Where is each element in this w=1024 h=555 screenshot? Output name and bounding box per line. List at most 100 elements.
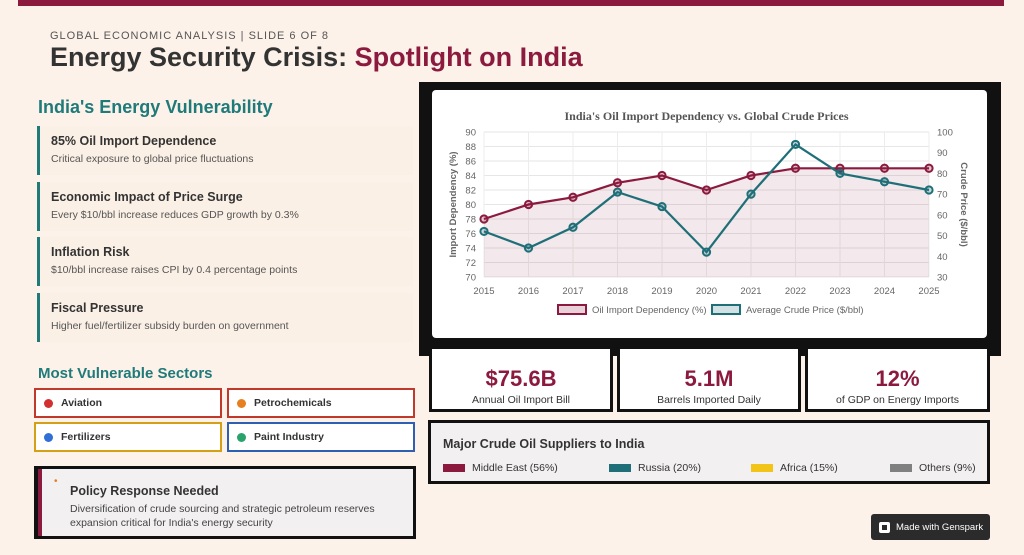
supplier-swatch xyxy=(609,464,631,472)
supplier-russia: Russia (20%) xyxy=(609,462,701,474)
y2-tick-label: 40 xyxy=(937,252,948,263)
policy-accent-stripe xyxy=(38,469,42,536)
data-point xyxy=(879,177,890,187)
y2-tick-label: 50 xyxy=(937,231,948,242)
slide-subtitle: GLOBAL ECONOMIC ANALYSIS | SLIDE 6 OF 8 xyxy=(50,30,330,42)
x-tick-label: 2016 xyxy=(518,286,539,297)
data-point xyxy=(523,199,534,210)
card-desc: Every $10/bbl increase reduces GDP growt… xyxy=(51,209,299,221)
suppliers-panel: Major Crude Oil Suppliers to India Middl… xyxy=(428,420,990,484)
stat-card-barrels: 5.1M Barrels Imported Daily xyxy=(617,346,801,412)
y-tick-label: 90 xyxy=(465,128,476,139)
policy-desc: Diversification of crude sourcing and st… xyxy=(70,503,375,529)
x-tick-label: 2019 xyxy=(651,286,672,297)
genspark-logo-icon xyxy=(879,521,890,533)
vulnerability-card: 85% Oil Import Dependence Critical expos… xyxy=(37,126,413,175)
data-point xyxy=(568,192,578,202)
title-main: Energy Security Crisis: xyxy=(50,42,355,72)
sector-aviation: Aviation xyxy=(34,388,222,418)
y2-tick-label: 100 xyxy=(937,128,953,139)
x-tick-label: 2022 xyxy=(785,286,806,297)
x-tick-label: 2021 xyxy=(740,286,761,297)
card-title: Inflation Risk xyxy=(51,245,130,259)
data-point xyxy=(701,185,712,195)
y2-tick-label: 70 xyxy=(937,190,948,201)
supplier-africa: Africa (15%) xyxy=(751,462,838,474)
y-tick-label: 88 xyxy=(465,142,476,153)
vulnerability-card: Economic Impact of Price Surge Every $10… xyxy=(37,182,413,231)
data-point xyxy=(790,139,801,150)
dual-axis-line-chart: India's Oil Import Dependency vs. Global… xyxy=(448,109,969,316)
chart-card: India's Oil Import Dependency vs. Global… xyxy=(432,90,987,338)
series-line xyxy=(483,167,929,221)
y-tick-label: 76 xyxy=(465,229,476,240)
supplier-others: Others (9%) xyxy=(890,462,976,474)
data-point xyxy=(612,187,623,197)
sector-dot xyxy=(44,398,53,408)
data-point xyxy=(835,168,845,179)
sectors-heading: Most Vulnerable Sectors xyxy=(38,365,213,382)
y2-tick-label: 30 xyxy=(937,273,948,284)
series-area-fill xyxy=(484,168,929,277)
y2-tick-label: 90 xyxy=(937,148,948,159)
supplier-swatch xyxy=(751,464,773,472)
x-tick-label: 2017 xyxy=(562,286,583,297)
stat-card-gdp-share: 12% of GDP on Energy Imports xyxy=(805,346,990,412)
x-tick-label: 2015 xyxy=(473,286,494,297)
x-tick-label: 2020 xyxy=(696,286,717,297)
stat-label: of GDP on Energy Imports xyxy=(836,394,959,406)
y-tick-label: 72 xyxy=(465,258,476,269)
sector-petrochemicals: Petrochemicals xyxy=(227,388,415,418)
sector-label: Fertilizers xyxy=(61,431,111,443)
legend-swatch xyxy=(711,304,741,315)
card-desc: Higher fuel/fertilizer subsidy burden on… xyxy=(51,320,289,332)
policy-title: Policy Response Needed xyxy=(70,484,219,498)
data-point xyxy=(612,178,623,188)
policy-bullet: • xyxy=(54,476,58,487)
supplier-label: Africa (15%) xyxy=(780,462,838,474)
supplier-swatch xyxy=(443,464,465,472)
sector-label: Petrochemicals xyxy=(254,397,332,409)
sector-dot xyxy=(44,432,53,442)
data-point xyxy=(879,163,890,173)
made-with-genspark-badge[interactable]: Made with Genspark xyxy=(871,514,990,540)
stat-value: 12% xyxy=(875,366,920,391)
supplier-middle-east: Middle East (56%) xyxy=(443,462,558,474)
page-title: Energy Security Crisis: Spotlight on Ind… xyxy=(50,42,583,73)
data-point xyxy=(479,226,489,237)
data-point xyxy=(568,222,578,232)
data-point xyxy=(924,185,934,195)
card-title: Economic Impact of Price Surge xyxy=(51,190,243,204)
y-tick-label: 74 xyxy=(465,244,476,255)
card-desc: $10/bbl increase raises CPI by 0.4 perce… xyxy=(51,264,298,276)
y2-tick-label: 60 xyxy=(937,210,948,221)
sector-label: Paint Industry xyxy=(254,431,325,443)
stat-value: $75.6B xyxy=(485,366,557,391)
sector-dot xyxy=(237,432,246,442)
title-accent: Spotlight on India xyxy=(354,42,583,72)
data-point xyxy=(790,163,801,173)
legend-swatch xyxy=(557,304,587,315)
supplier-label: Middle East (56%) xyxy=(472,462,558,474)
y-axis-label: Import Dependency (%) xyxy=(448,151,459,257)
data-point xyxy=(479,214,489,224)
sector-fertilizers: Fertilizers xyxy=(34,422,222,452)
vulnerability-card: Inflation Risk $10/bbl increase raises C… xyxy=(37,237,413,286)
suppliers-title: Major Crude Oil Suppliers to India xyxy=(443,437,645,451)
sector-dot xyxy=(237,398,246,408)
legend-label: Oil Import Dependency (%) xyxy=(592,305,707,316)
data-point xyxy=(924,163,934,173)
card-desc: Critical exposure to global price fluctu… xyxy=(51,153,254,165)
sector-label: Aviation xyxy=(61,397,103,409)
stat-label: Annual Oil Import Bill xyxy=(471,394,571,406)
y-tick-label: 70 xyxy=(465,273,476,284)
y2-axis-label: Crude Price ($/bbl) xyxy=(958,162,969,246)
card-title: Fiscal Pressure xyxy=(51,301,144,315)
y2-tick-label: 80 xyxy=(937,169,948,180)
chart-title: India's Oil Import Dependency vs. Global… xyxy=(564,109,848,123)
vulnerability-card: Fiscal Pressure Higher fuel/fertilizer s… xyxy=(37,293,413,342)
data-point xyxy=(746,170,756,181)
policy-callout: • Policy Response Needed Diversification… xyxy=(34,466,416,539)
supplier-swatch xyxy=(890,464,912,472)
y-tick-label: 82 xyxy=(465,186,476,197)
